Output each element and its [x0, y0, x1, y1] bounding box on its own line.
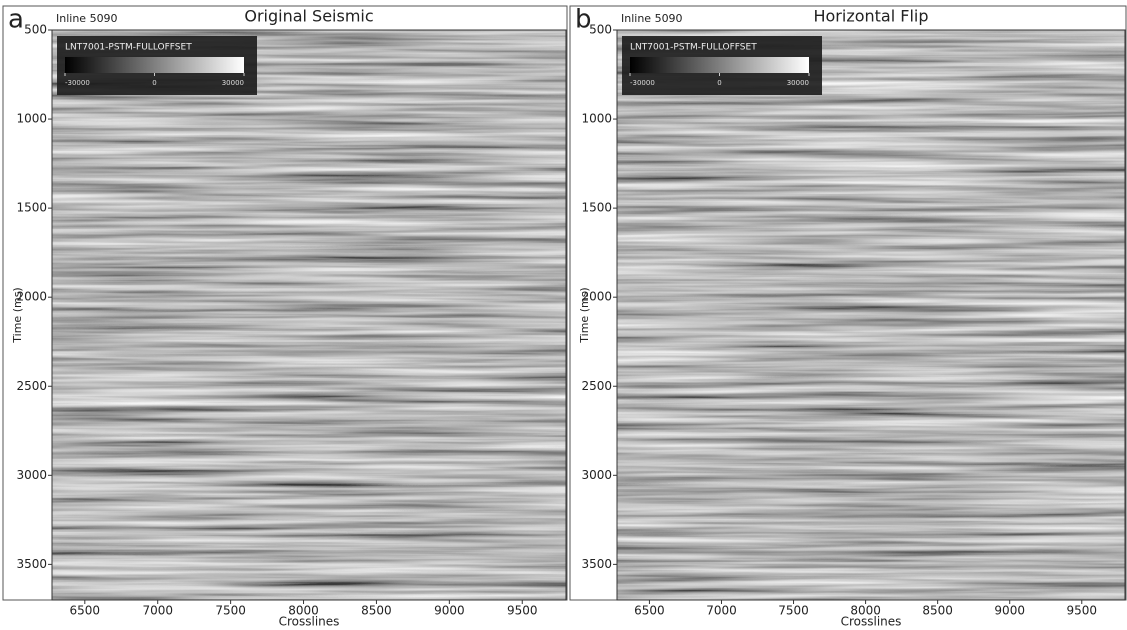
plot-border [51, 29, 567, 601]
inline-label: Inline 5090 [621, 12, 683, 25]
x-tick-label: 6500 [634, 604, 665, 618]
texture-rect [52, 30, 566, 600]
x-tick-label: 8500 [361, 604, 392, 618]
y-tick-label: 3500 [581, 557, 612, 571]
colorbar-tick-label: 30000 [787, 79, 809, 87]
x-tick-label: 9000 [434, 604, 465, 618]
colorbar-gradient [65, 57, 244, 73]
panel-label: b [575, 5, 592, 35]
y-axis-label: Time (ms) [578, 287, 591, 343]
seismic-image [617, 30, 1125, 600]
image-body [617, 30, 1125, 600]
y-tick-label: 3500 [16, 557, 47, 571]
x-axis-label: Crosslines [279, 615, 340, 629]
colorbar-gradient [630, 57, 809, 73]
x-tick-label: 8000 [850, 604, 881, 618]
x-tick-label: 8000 [288, 604, 319, 618]
y-tick-label: 2000 [16, 290, 47, 304]
y-tick-label: 1000 [581, 112, 612, 126]
y-tick-label: 500 [24, 23, 47, 37]
colorbar: LNT7001-PSTM-FULLOFFSET -30000 0 30000 [622, 36, 822, 95]
y-tick-label: 1500 [16, 201, 47, 215]
colorbar-tick-label: 0 [152, 79, 156, 87]
y-tick-label: 500 [589, 23, 612, 37]
y-tick-label: 3000 [16, 468, 47, 482]
x-tick-label: 8500 [922, 604, 953, 618]
colorbar: LNT7001-PSTM-FULLOFFSET -30000 0 30000 [57, 36, 257, 95]
y-tick-label: 2500 [581, 379, 612, 393]
y-axis-label: Time (ms) [11, 287, 24, 343]
panel: a Inline 5090 Original Seismic Time (ms) Cro… [2, 5, 568, 629]
texture [52, 30, 566, 600]
colorbar-label: LNT7001-PSTM-FULLOFFSET [630, 43, 757, 53]
panel: b Inline 5090 Horizontal Flip Time (ms) Cros… [569, 5, 1127, 629]
panel-title: Original Seismic [244, 7, 373, 26]
x-tick-label: 9500 [1066, 604, 1097, 618]
y-tick-label: 1000 [16, 112, 47, 126]
plot-border [616, 29, 1126, 601]
colorbar-tick-label: -30000 [630, 79, 655, 87]
x-tick-label: 7000 [142, 604, 173, 618]
x-tick-label: 9000 [994, 604, 1025, 618]
x-axis-label: Crosslines [841, 615, 902, 629]
x-tick-label: 9500 [507, 604, 538, 618]
colorbar-label: LNT7001-PSTM-FULLOFFSET [65, 43, 192, 53]
y-tick-label: 3000 [581, 468, 612, 482]
x-tick-label: 7500 [215, 604, 246, 618]
texture [617, 30, 1125, 600]
inline-label: Inline 5090 [56, 12, 118, 25]
x-tick-label: 6500 [70, 604, 101, 618]
panel-label: a [8, 5, 24, 35]
colorbar-tick-label: 30000 [222, 79, 244, 87]
y-tick-label: 2000 [581, 290, 612, 304]
y-tick-label: 1500 [581, 201, 612, 215]
x-tick-label: 7500 [778, 604, 809, 618]
colorbar-tick-label: -30000 [65, 79, 90, 87]
panel-title: Horizontal Flip [813, 7, 928, 26]
image-body [52, 30, 566, 600]
seismic-image [52, 30, 566, 600]
colorbar-tick-label: 0 [717, 79, 721, 87]
y-tick-label: 2500 [16, 379, 47, 393]
x-tick-label: 7000 [706, 604, 737, 618]
texture-rect [617, 30, 1125, 600]
